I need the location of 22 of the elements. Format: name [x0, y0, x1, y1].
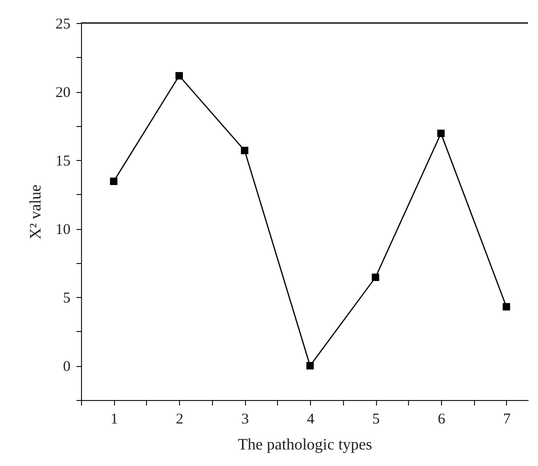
y-tick-label: 20: [56, 85, 70, 102]
x-tick-label: 1: [110, 412, 118, 428]
x-tick-label: 5: [372, 412, 380, 428]
y-tick-label: 25: [56, 16, 70, 32]
y-tick-label: 0: [63, 359, 70, 376]
y-axis-title: X² value: [28, 184, 44, 240]
y-tick-label: 10: [56, 222, 70, 238]
point: [502, 303, 510, 310]
point: [110, 178, 118, 186]
point: [240, 146, 248, 154]
y-tick-label: 5: [63, 290, 70, 307]
x-tick-label: 2: [176, 412, 184, 428]
point: [175, 72, 183, 80]
x-tick-label: 7: [503, 412, 512, 428]
point: [437, 130, 445, 138]
x-tick-label: 3: [241, 412, 249, 428]
x-tick-label: 6: [438, 412, 446, 428]
point: [372, 274, 380, 282]
x-axis-title: The pathologic types: [238, 436, 372, 454]
y-tick-label: 15: [56, 154, 70, 170]
x-tick-label: 4: [306, 412, 315, 428]
point: [306, 362, 314, 370]
